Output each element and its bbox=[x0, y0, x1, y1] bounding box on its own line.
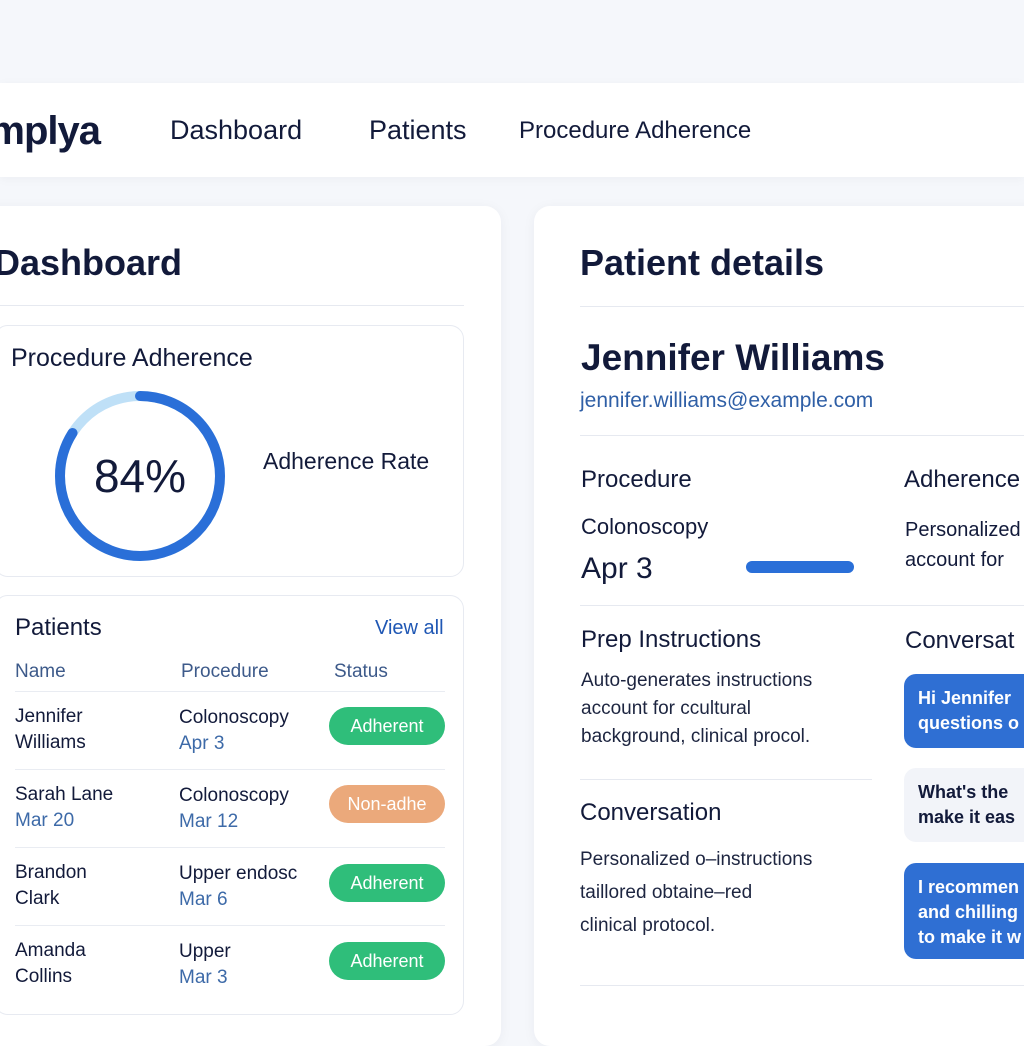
column-header-status[interactable]: Status bbox=[334, 661, 388, 682]
adherence-progress-bar bbox=[746, 561, 854, 573]
conversation-text: Personalized o–instructions taillored ob… bbox=[580, 849, 813, 936]
view-all-link[interactable]: View all bbox=[375, 617, 444, 639]
details-divider bbox=[580, 306, 1024, 307]
patients-card-title: Patients bbox=[15, 614, 102, 641]
status-badge: Adherent bbox=[329, 942, 445, 980]
row-divider bbox=[15, 847, 445, 848]
patient-name: Brandon Clark bbox=[15, 862, 87, 909]
patient-name-heading: Jennifer Williams bbox=[581, 337, 885, 378]
header-divider bbox=[15, 691, 445, 692]
status-badge: Non-adhe bbox=[329, 785, 445, 823]
adherence-description: Personalized account for bbox=[905, 519, 1021, 571]
row-divider bbox=[15, 769, 445, 770]
prep-instructions-title: Prep Instructions bbox=[581, 626, 762, 653]
column-header-name[interactable]: Name bbox=[15, 661, 66, 682]
top-navbar: omplya Dashboard Patients Procedure Adhe… bbox=[0, 83, 1024, 177]
prep-divider bbox=[580, 779, 872, 780]
dashboard-title: Dashboard bbox=[0, 242, 183, 283]
adherence-percentage: 84% bbox=[93, 450, 187, 502]
nav-link-dashboard[interactable]: Dashboard bbox=[170, 115, 303, 145]
patient-procedure: Upper Mar 3 bbox=[179, 941, 231, 988]
prep-instructions-text: Auto-generates instructions account for … bbox=[581, 670, 813, 747]
adherence-card: Procedure Adherence 84% Adherence Rate bbox=[0, 325, 464, 577]
adherence-rate-label: Adherence Rate bbox=[263, 448, 430, 474]
row-divider bbox=[15, 925, 445, 926]
patient-procedure: Colonoscopy Apr 3 bbox=[179, 707, 289, 754]
procedure-label: Procedure bbox=[581, 466, 692, 493]
patient-email[interactable]: jennifer.williams@example.com bbox=[580, 389, 874, 412]
procedure-value: Colonoscopy bbox=[581, 514, 709, 539]
column-header-procedure[interactable]: Procedure bbox=[181, 661, 269, 682]
info-divider bbox=[580, 435, 1024, 436]
patients-card: Patients View all Name Procedure Status … bbox=[0, 595, 464, 1015]
adherence-label: Adherence bbox=[904, 466, 1021, 493]
adherence-ring-arc bbox=[55, 391, 225, 561]
nav-link-patients[interactable]: Patients bbox=[369, 115, 467, 145]
patient-details-card: Patient details Jennifer Williams jennif… bbox=[534, 206, 1024, 1046]
patient-procedure: Upper endosc Mar 6 bbox=[179, 863, 298, 910]
chat-message-patient[interactable]: What's the make it eas bbox=[904, 768, 1024, 842]
patient-name: Jennifer Williams bbox=[15, 706, 86, 753]
patient-procedure: Colonoscopy Mar 12 bbox=[179, 785, 289, 832]
conversation-side-title: Conversat bbox=[905, 627, 1015, 654]
section-divider bbox=[580, 605, 1024, 606]
patient-name: Sarah Lane Mar 20 bbox=[15, 784, 114, 831]
status-badge: Adherent bbox=[329, 707, 445, 745]
adherence-ring-chart bbox=[55, 391, 225, 561]
bottom-divider bbox=[580, 985, 1024, 986]
brand-logo[interactable]: omplya bbox=[0, 109, 101, 153]
chat-message-incoming[interactable]: Hi Jennifer questions o bbox=[904, 674, 1024, 748]
adherence-progress-fill bbox=[746, 561, 854, 573]
patient-details-title: Patient details bbox=[580, 242, 825, 283]
chat-message-reply[interactable]: I recommen and chilling to make it w bbox=[904, 863, 1024, 959]
procedure-date: Apr 3 bbox=[581, 552, 653, 585]
adherence-card-title: Procedure Adherence bbox=[11, 344, 253, 372]
status-badge: Adherent bbox=[329, 864, 445, 902]
conversation-title: Conversation bbox=[580, 799, 722, 826]
dashboard-divider bbox=[0, 305, 464, 306]
dashboard-card: Dashboard Procedure Adherence 84% Adhere… bbox=[0, 206, 501, 1046]
patient-name: Amanda Collins bbox=[15, 940, 86, 987]
nav-link-procedure-adherence[interactable]: Procedure Adherence bbox=[519, 117, 752, 144]
